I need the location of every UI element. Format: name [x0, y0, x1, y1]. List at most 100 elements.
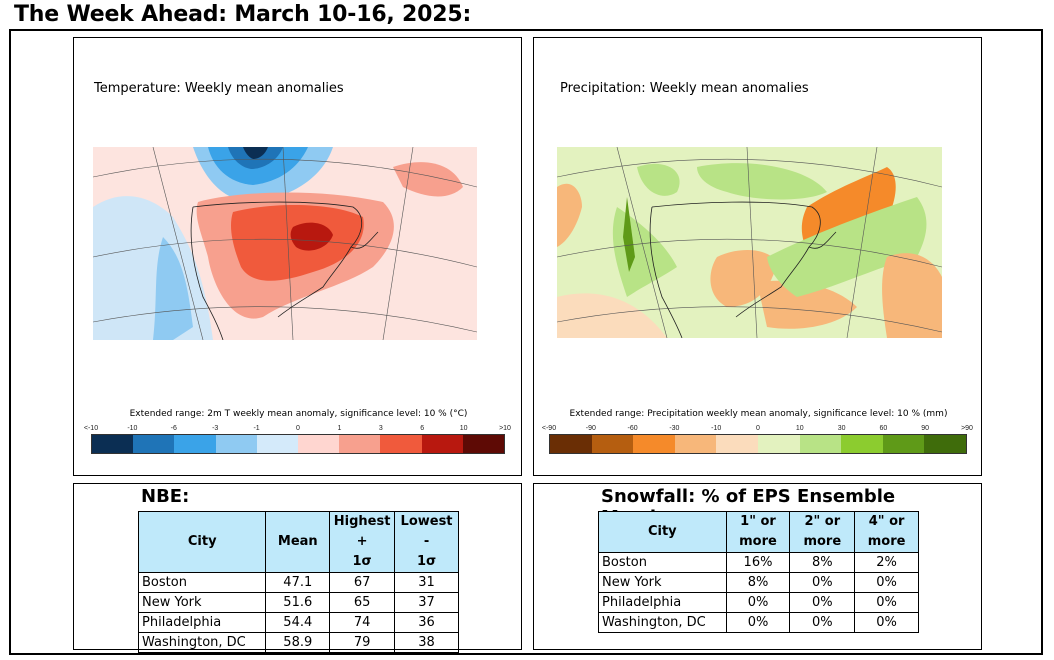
highest-cell: 65 — [329, 592, 396, 613]
table-row: New York 8% 0% 0% — [598, 572, 919, 593]
table-row: New York 51.6 65 37 — [137, 592, 459, 613]
precipitation-colorbar-swatch — [799, 435, 842, 453]
mean-cell: 47.1 — [265, 572, 331, 593]
snowfall-table: City 1" or more 2" or more 4" or more Bosto… — [598, 511, 919, 633]
precipitation-colorbar-swatch — [716, 435, 758, 453]
table-row: Washington, DC 58.9 79 38 — [137, 632, 459, 653]
nbe-table: City Mean Highest +1σ Lowest -1σ Boston 4… — [137, 511, 459, 653]
snowfall-header-1in: 1" or more — [725, 511, 791, 553]
snowfall-header-4in: 4" or more — [854, 511, 919, 553]
precipitation-map-title: Precipitation: Weekly mean anomalies — [560, 81, 809, 96]
temperature-panel: Temperature: Weekly mean anomalies Exten… — [73, 37, 522, 476]
four-inch-cell: 0% — [854, 612, 919, 633]
one-inch-cell: 0% — [725, 612, 791, 633]
nbe-header-highest: Highest +1σ — [329, 511, 396, 573]
city-cell: New York — [598, 572, 727, 593]
precipitation-colorbar-swatch — [882, 435, 925, 453]
table-row: Boston 16% 8% 2% — [598, 552, 919, 573]
temperature-colorbar-swatch — [215, 435, 257, 453]
content-frame — [9, 29, 1043, 655]
city-cell: Boston — [137, 572, 267, 593]
precipitation-colorbar-swatch — [674, 435, 717, 453]
precipitation-colorbar-tick-label: -90 — [585, 425, 596, 432]
nbe-heading: NBE: — [141, 486, 190, 507]
precipitation-colorbar-tick-label: <-90 — [541, 425, 557, 432]
snowfall-panel: Snowfall: % of EPS Ensemble Members: Cit… — [533, 483, 982, 650]
temperature-colorbar-tick-label: 0 — [296, 425, 300, 432]
city-cell: Washington, DC — [598, 612, 727, 633]
nbe-header-lowest: Lowest -1σ — [394, 511, 459, 573]
precipitation-colorbar-tick-label: 90 — [921, 425, 930, 432]
temperature-colorbar-tick-label: 3 — [378, 425, 383, 432]
temperature-colorbar-tick-label: -1 — [253, 425, 260, 432]
one-inch-cell: 8% — [725, 572, 791, 593]
two-inch-cell: 8% — [789, 552, 856, 573]
precipitation-colorbar-tick-label: 60 — [879, 425, 888, 432]
precipitation-colorbar-swatch — [841, 435, 883, 453]
highest-cell: 79 — [329, 632, 396, 653]
nbe-header-city: City — [137, 511, 267, 573]
temperature-colorbar-swatch — [298, 435, 340, 453]
precipitation-colorbar-tick-label: -30 — [669, 425, 680, 432]
four-inch-cell: 0% — [854, 572, 919, 593]
mean-cell: 54.4 — [265, 612, 331, 633]
temperature-colorbar-swatch — [462, 435, 505, 453]
temperature-colorbar-tick-label: -3 — [212, 425, 219, 432]
temperature-colorbar-swatch — [256, 435, 299, 453]
lowest-cell: 31 — [394, 572, 459, 593]
mean-cell: 58.9 — [265, 632, 331, 653]
page-title: The Week Ahead: March 10-16, 2025: — [14, 2, 472, 27]
one-inch-cell: 0% — [725, 592, 791, 613]
snowfall-header-row: City 1" or more 2" or more 4" or more — [598, 511, 919, 553]
temperature-colorbar-tick-label: <-10 — [83, 425, 99, 432]
lowest-cell: 36 — [394, 612, 459, 633]
temperature-colorbar-swatch — [92, 435, 134, 453]
precipitation-colorbar-tick-label: 10 — [795, 425, 804, 432]
city-cell: Philadelphia — [598, 592, 727, 613]
precipitation-colorbar — [549, 434, 967, 454]
precipitation-colorbar-tick-label: 0 — [756, 425, 760, 432]
temperature-colorbar-swatch — [133, 435, 175, 453]
precipitation-colorbar-tick-label: 30 — [837, 425, 846, 432]
city-cell: Philadelphia — [137, 612, 267, 633]
table-row: Philadelphia 54.4 74 36 — [137, 612, 459, 633]
snowfall-header-city: City — [598, 511, 727, 553]
precipitation-colorbar-swatch — [591, 435, 634, 453]
precipitation-colorbar-swatch — [924, 435, 966, 453]
table-row: Boston 47.1 67 31 — [137, 572, 459, 593]
temperature-colorbar-tick-label: 1 — [337, 425, 342, 432]
highest-cell: 74 — [329, 612, 396, 633]
precipitation-colorbar-tick-label: >90 — [961, 425, 973, 432]
precipitation-colorbar-tick-label: -10 — [711, 425, 722, 432]
precipitation-colorbar-swatch — [550, 435, 592, 453]
precipitation-colorbar-tick-label: -60 — [627, 425, 638, 432]
four-inch-cell: 2% — [854, 552, 919, 573]
temperature-colorbar — [91, 434, 505, 454]
temperature-colorbar-swatch — [421, 435, 463, 453]
highest-cell: 67 — [329, 572, 396, 593]
nbe-header-mean: Mean — [265, 511, 331, 573]
precipitation-anomaly-map — [557, 147, 942, 338]
table-row: Washington, DC 0% 0% 0% — [598, 612, 919, 633]
mean-cell: 51.6 — [265, 592, 331, 613]
city-cell: Boston — [598, 552, 727, 573]
lowest-cell: 37 — [394, 592, 459, 613]
temperature-colorbar-tick-label: 6 — [420, 425, 425, 432]
nbe-panel: NBE: City Mean Highest +1σ Lowest -1σ Bo… — [73, 483, 522, 653]
four-inch-cell: 0% — [854, 592, 919, 613]
precipitation-colorbar-swatch — [633, 435, 675, 453]
temperature-colorbar-tick-label: -6 — [170, 425, 177, 432]
two-inch-cell: 0% — [789, 592, 856, 613]
city-cell: New York — [137, 592, 267, 613]
temperature-map-title: Temperature: Weekly mean anomalies — [94, 81, 344, 96]
temperature-colorbar-swatch — [174, 435, 216, 453]
lowest-cell: 38 — [394, 632, 459, 653]
temperature-anomaly-map — [93, 147, 477, 340]
temperature-colorbar-tick-label: 10 — [459, 425, 468, 432]
temperature-colorbar-tick-label: -10 — [127, 425, 138, 432]
temperature-colorbar-swatch — [380, 435, 422, 453]
table-row: Philadelphia 0% 0% 0% — [598, 592, 919, 613]
nbe-header-row: City Mean Highest +1σ Lowest -1σ — [137, 511, 459, 573]
precipitation-panel: Precipitation: Weekly mean anomalies Ext… — [533, 37, 982, 476]
precipitation-colorbar-caption: Extended range: Precipitation weekly mea… — [569, 409, 948, 419]
